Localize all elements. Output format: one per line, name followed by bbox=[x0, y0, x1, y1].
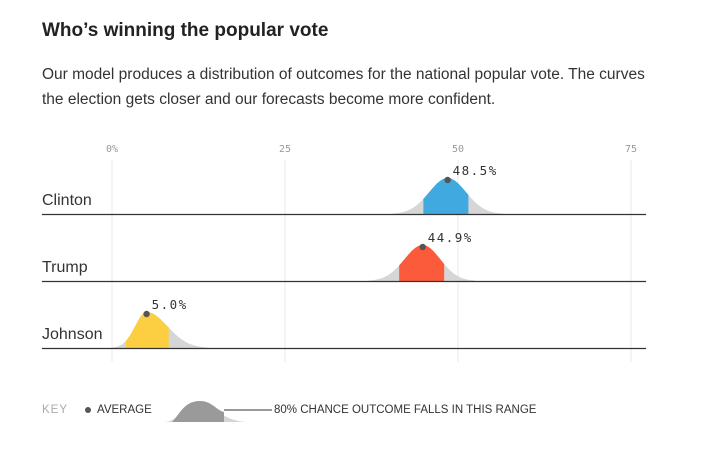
johnson-average-dot bbox=[143, 310, 150, 318]
johnson-label: Johnson bbox=[42, 326, 103, 343]
trump-average-label: 44.9% bbox=[428, 230, 473, 245]
chart-title: Who’s winning the popular vote bbox=[42, 20, 329, 41]
candidate-rows: Clinton 48.5% Trump 44.9% Johnson 5.0% bbox=[42, 163, 646, 350]
key-distribution-icon bbox=[164, 401, 272, 422]
x-axis-ticks: 0% 25 50 75 bbox=[106, 144, 637, 155]
trump-80-range bbox=[399, 245, 445, 281]
key-range-shape bbox=[172, 401, 224, 422]
johnson-80-range bbox=[125, 312, 169, 348]
trump-label: Trump bbox=[42, 259, 88, 276]
key-title: KEY bbox=[42, 404, 69, 416]
row-trump: Trump 44.9% bbox=[42, 230, 646, 283]
tick-label-0: 0% bbox=[106, 144, 118, 155]
row-johnson: Johnson 5.0% bbox=[42, 297, 646, 350]
trump-average-dot bbox=[419, 243, 426, 251]
key-average-dot-icon bbox=[85, 407, 91, 413]
tick-label-25: 25 bbox=[279, 144, 291, 155]
clinton-label: Clinton bbox=[42, 192, 92, 209]
description-line-1: Our model produces a distribution of out… bbox=[42, 66, 645, 83]
key-average-label: AVERAGE bbox=[97, 404, 152, 416]
clinton-80-range bbox=[423, 178, 469, 214]
tick-label-50: 50 bbox=[452, 144, 464, 155]
clinton-average-dot bbox=[444, 176, 451, 184]
row-clinton: Clinton 48.5% bbox=[42, 163, 646, 216]
johnson-average-label: 5.0% bbox=[152, 297, 188, 312]
clinton-average-label: 48.5% bbox=[453, 163, 498, 178]
key-range-label: 80% CHANCE OUTCOME FALLS IN THIS RANGE bbox=[274, 404, 537, 416]
tick-label-75: 75 bbox=[625, 144, 637, 155]
chart-description: Our model produces a distribution of out… bbox=[42, 62, 710, 112]
gridlines bbox=[111, 160, 632, 362]
description-line-2: the election gets closer and our forecas… bbox=[42, 91, 496, 108]
